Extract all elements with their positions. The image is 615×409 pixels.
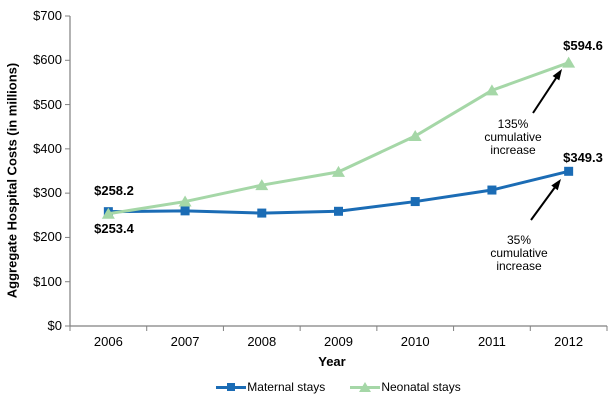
annotation-35-cumulative-increase: 35% cumulative increase: [474, 234, 564, 273]
neonatal-point-2011: [485, 84, 499, 96]
annotation-135-cumulative-increase: 135% cumulative increase: [468, 118, 558, 157]
data-label-maternal-2012: $349.3: [563, 150, 603, 165]
neonatal-point-2010: [408, 130, 422, 142]
data-label-maternal-2006: $258.2: [94, 183, 134, 198]
y-axis-title: Aggregate Hospital Costs (in millions): [4, 62, 20, 299]
neonatal-point-2007: [178, 195, 192, 207]
neonatal-triangle-marker-icon: [350, 382, 381, 392]
maternal-point-2011: [487, 185, 497, 195]
maternal-point-2009: [334, 206, 343, 216]
x-axis-title: Year: [318, 354, 346, 369]
neonatal-point-2006: [101, 207, 115, 219]
annotation-line: increase: [496, 259, 542, 273]
annotation-line: cumulative: [484, 130, 542, 144]
annotation-arrow-135: [532, 75, 558, 114]
annotation-line: increase: [490, 143, 536, 157]
legend-label-neonatal: Neonatal stays: [381, 380, 461, 394]
annotation-arrow-135-head: [552, 69, 562, 81]
legend: Maternal stays Neonatal stays: [70, 380, 607, 394]
annotation-arrow-35-head: [551, 179, 561, 191]
maternal-point-2010: [410, 197, 420, 207]
annotation-line: 135%: [497, 117, 529, 131]
maternal-point-2012: [564, 166, 574, 176]
maternal-point-2007: [180, 206, 190, 216]
legend-label-maternal: Maternal stays: [247, 380, 326, 394]
data-label-neonatal-2012: $594.6: [563, 38, 603, 53]
neonatal-point-2012: [562, 56, 576, 68]
legend-item-maternal: Maternal stays: [216, 380, 325, 394]
neonatal-point-2009: [332, 165, 345, 177]
neonatal-point-2008: [255, 179, 269, 191]
maternal-point-2008: [257, 208, 267, 218]
annotation-line: cumulative: [490, 246, 548, 260]
data-label-neonatal-2006: $253.4: [94, 221, 134, 236]
annotation-arrow-35: [530, 185, 557, 221]
annotation-line: 35%: [506, 233, 532, 247]
maternal-square-marker-icon: [216, 383, 247, 391]
legend-item-neonatal: Neonatal stays: [350, 380, 461, 394]
